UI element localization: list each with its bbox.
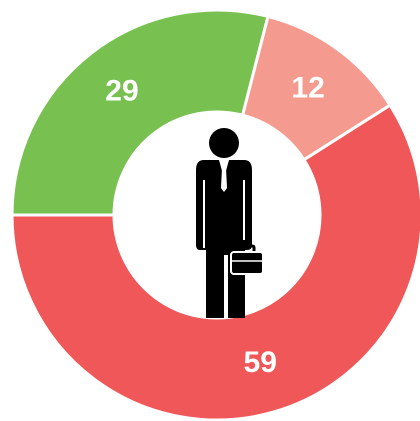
businessman-icon (196, 128, 264, 318)
value-label: 29 (105, 74, 138, 107)
slice (10, 8, 270, 217)
slices: 29 12 59 (10, 8, 420, 421)
value-label: 59 (244, 346, 277, 379)
slice (10, 103, 420, 421)
value-label: 12 (291, 72, 324, 105)
